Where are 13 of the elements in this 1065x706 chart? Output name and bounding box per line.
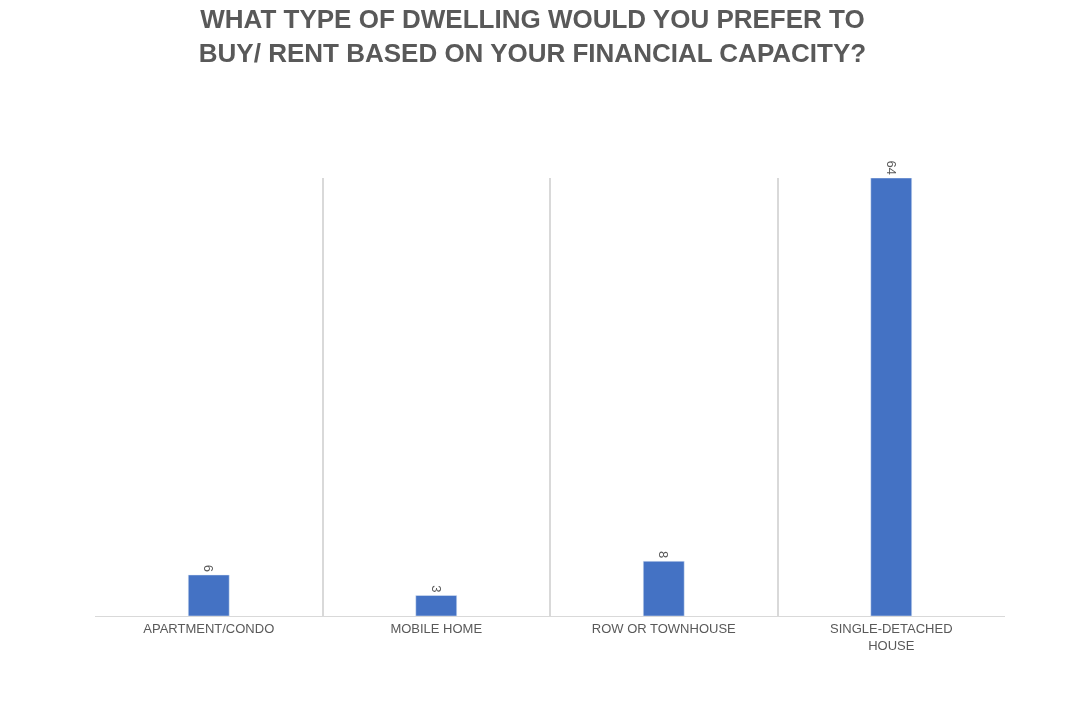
bar bbox=[870, 178, 912, 616]
x-tick-label: ROW OR TOWNHOUSE bbox=[591, 620, 737, 636]
bar bbox=[188, 574, 230, 616]
bar bbox=[415, 595, 457, 616]
data-label: 64 bbox=[883, 160, 899, 175]
x-tick-label: APARTMENT/CONDO bbox=[143, 620, 275, 636]
x-tick-label: MOBILE HOME bbox=[390, 620, 483, 636]
data-label: 6 bbox=[201, 564, 217, 572]
bar bbox=[643, 561, 685, 616]
chart-title: WHAT TYPE OF DWELLING WOULD YOU PREFER TO BUY/ RENT BASED ON YOUR FINANCIAL CAPACITY? bbox=[198, 4, 867, 69]
data-label: 3 bbox=[428, 585, 444, 593]
x-tick-label: SINGLE-DETACHED HOUSE bbox=[829, 620, 953, 653]
data-label: 8 bbox=[656, 551, 672, 559]
